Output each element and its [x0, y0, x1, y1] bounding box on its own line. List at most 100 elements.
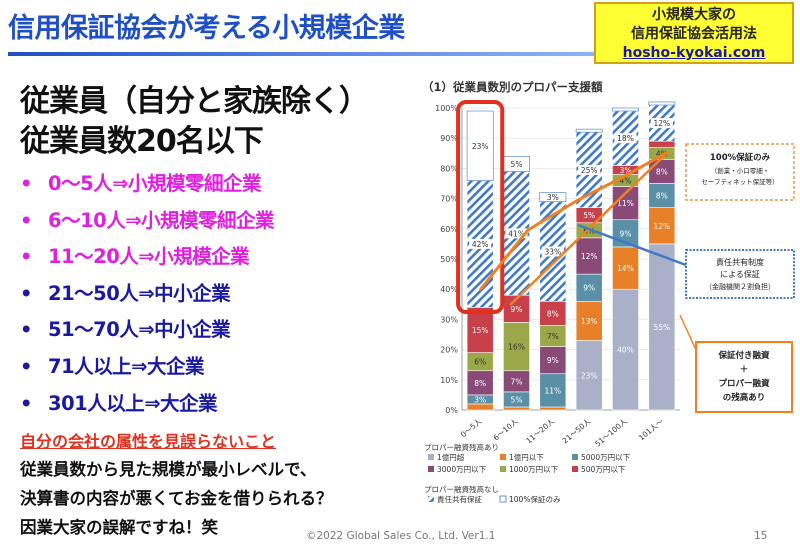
size-tier-text: 11〜20人⇒小規模企業	[48, 245, 250, 269]
size-tier-text: 301人以上⇒大企業	[48, 391, 218, 415]
data-label: 12%	[581, 252, 598, 261]
chart-title: （1）従業員数別のプロパー支援額	[422, 80, 603, 94]
legend-entry: 1億円以下	[509, 452, 544, 462]
bar-segment	[503, 294, 530, 323]
data-label: 6%	[583, 226, 595, 235]
bullet-icon: •	[20, 245, 32, 269]
size-tier-text: 21〜50人⇒中小企業	[48, 281, 231, 305]
pointer-arrow-blue	[577, 223, 687, 267]
bar-segment	[648, 140, 676, 148]
y-tick-label: 10%	[440, 376, 458, 385]
bottom-line-1: 従業員数から見た規模が最小レベルで、	[20, 460, 317, 479]
legend-entry: 1億円超	[437, 452, 465, 462]
stacked-bar-chart: （1）従業員数別のプロパー支援額 0% 10% 20% 30% 40% 50% 60% 70%…	[418, 80, 800, 526]
bar-segment	[575, 128, 603, 133]
callout-text: 責任共有制度	[716, 257, 764, 267]
badge-line2: 信用保証協会活用法	[631, 26, 757, 42]
data-label: 23%	[581, 371, 598, 380]
data-label: 9%	[511, 305, 523, 314]
bar-segment	[612, 246, 639, 290]
data-label: 7%	[511, 377, 523, 386]
legend-entry: 100%保証のみ	[509, 494, 561, 504]
data-label: 15%	[472, 326, 489, 335]
bar-segment	[503, 406, 530, 411]
callout-guaranteed-plus-proper	[695, 341, 793, 413]
y-tick-label: 0%	[445, 406, 458, 415]
y-tick-label: 70%	[440, 195, 458, 204]
bar-segment	[612, 107, 639, 112]
bar-segment	[648, 207, 676, 245]
data-label: 9%	[547, 356, 559, 365]
data-label: 23%	[472, 142, 489, 151]
size-tier-text: 71人以上⇒大企業	[48, 354, 204, 378]
trend-line-orange	[478, 150, 669, 291]
warning-text: 自分の会社の属性を見誤らないこと	[20, 432, 277, 451]
data-label: 7%	[547, 332, 559, 341]
bar-segment	[648, 101, 676, 106]
bottom-line-2: 決算書の内容が悪くてお金を借りられる？	[20, 489, 333, 508]
y-tick-label: 30%	[440, 315, 458, 324]
data-label: 13%	[581, 317, 598, 326]
size-tier-text: 51〜70人⇒中小企業	[48, 318, 231, 342]
data-label: 3%	[620, 166, 632, 175]
y-tick-label: 90%	[440, 134, 458, 143]
bullet-icon: •	[20, 281, 32, 305]
y-tick-label: 40%	[440, 285, 458, 294]
data-label: 3%	[547, 193, 559, 202]
headline-threshold: 従業員数20名以下	[20, 124, 264, 159]
y-tick-label: 50%	[440, 255, 458, 264]
data-label-bg	[650, 118, 673, 129]
data-label: 11%	[544, 386, 561, 395]
callout-shared-responsibility	[685, 249, 795, 299]
chart-area: （1）従業員数別のプロパー支援額 0% 10% 20% 30% 40% 50% 60% 70%…	[418, 80, 800, 526]
data-label: 5%	[511, 395, 523, 404]
callout-leader	[679, 314, 697, 351]
bar-segment	[466, 403, 494, 411]
data-label: 8%	[474, 379, 486, 388]
bar-segment	[539, 346, 567, 375]
legend-swatch	[572, 466, 578, 472]
data-label: 4%	[620, 176, 632, 185]
data-label: 11%	[617, 199, 634, 208]
bottom-text: 従業員数から見た規模が最小レベルで、 決算書の内容が悪くてお金を借りられる？ 因…	[20, 455, 420, 542]
legend-swatch	[428, 496, 434, 502]
data-label: 41%	[508, 229, 525, 238]
legend-swatch	[428, 454, 434, 460]
bar-segment	[539, 300, 567, 326]
bar-segment	[539, 192, 567, 202]
badge-line1: 小規模大家の	[652, 7, 736, 23]
callout-text: 保証付き融資	[717, 350, 770, 361]
bar-segment	[503, 322, 530, 372]
data-label-bg	[469, 238, 492, 249]
data-label: 33%	[544, 247, 561, 256]
bullet-icon: •	[20, 354, 32, 378]
data-label: 8%	[656, 167, 668, 176]
callout-text: プロパー融資	[718, 378, 770, 389]
data-label: 5%	[583, 211, 595, 220]
highlight-box	[456, 100, 505, 314]
data-label: 16%	[508, 343, 525, 352]
y-tick-label: 60%	[440, 225, 458, 234]
size-tier-item: • 11〜20人⇒小規模企業	[20, 239, 430, 276]
legend-swatch	[500, 466, 506, 472]
data-label: 9%	[583, 284, 595, 293]
bullet-icon: •	[20, 172, 32, 195]
y-tick-label: 80%	[440, 164, 458, 173]
legend-group-label: プロパー融資残高あり	[424, 442, 499, 452]
legend-entry: 責任共有保証	[437, 494, 482, 504]
data-label: 8%	[547, 309, 559, 318]
size-tier-item: • 51〜70人⇒中小企業	[20, 312, 430, 349]
badge-url[interactable]: hosho-kyokai.com	[622, 45, 766, 61]
data-label: 25%	[581, 166, 598, 175]
callout-text: 100%保証のみ	[710, 152, 771, 163]
size-tier-item: • 21〜50人⇒中小企業	[20, 276, 430, 313]
size-tier-item: • 71人以上⇒大企業	[20, 349, 430, 386]
bar-segment	[539, 406, 567, 411]
data-label: 42%	[472, 240, 489, 249]
size-tier-list: • 0〜5人⇒小規模零細企業 • 6〜10人⇒小規模零細企業 • 11〜20人⇒小規模企業…	[20, 166, 430, 422]
legend-entry: 1000万円以下	[509, 465, 559, 474]
callout-text: セーフティネット保証等）	[701, 177, 778, 186]
data-label: 6%	[474, 358, 486, 367]
callout-text: の残高あり	[723, 392, 766, 403]
data-label: 14%	[617, 264, 634, 273]
